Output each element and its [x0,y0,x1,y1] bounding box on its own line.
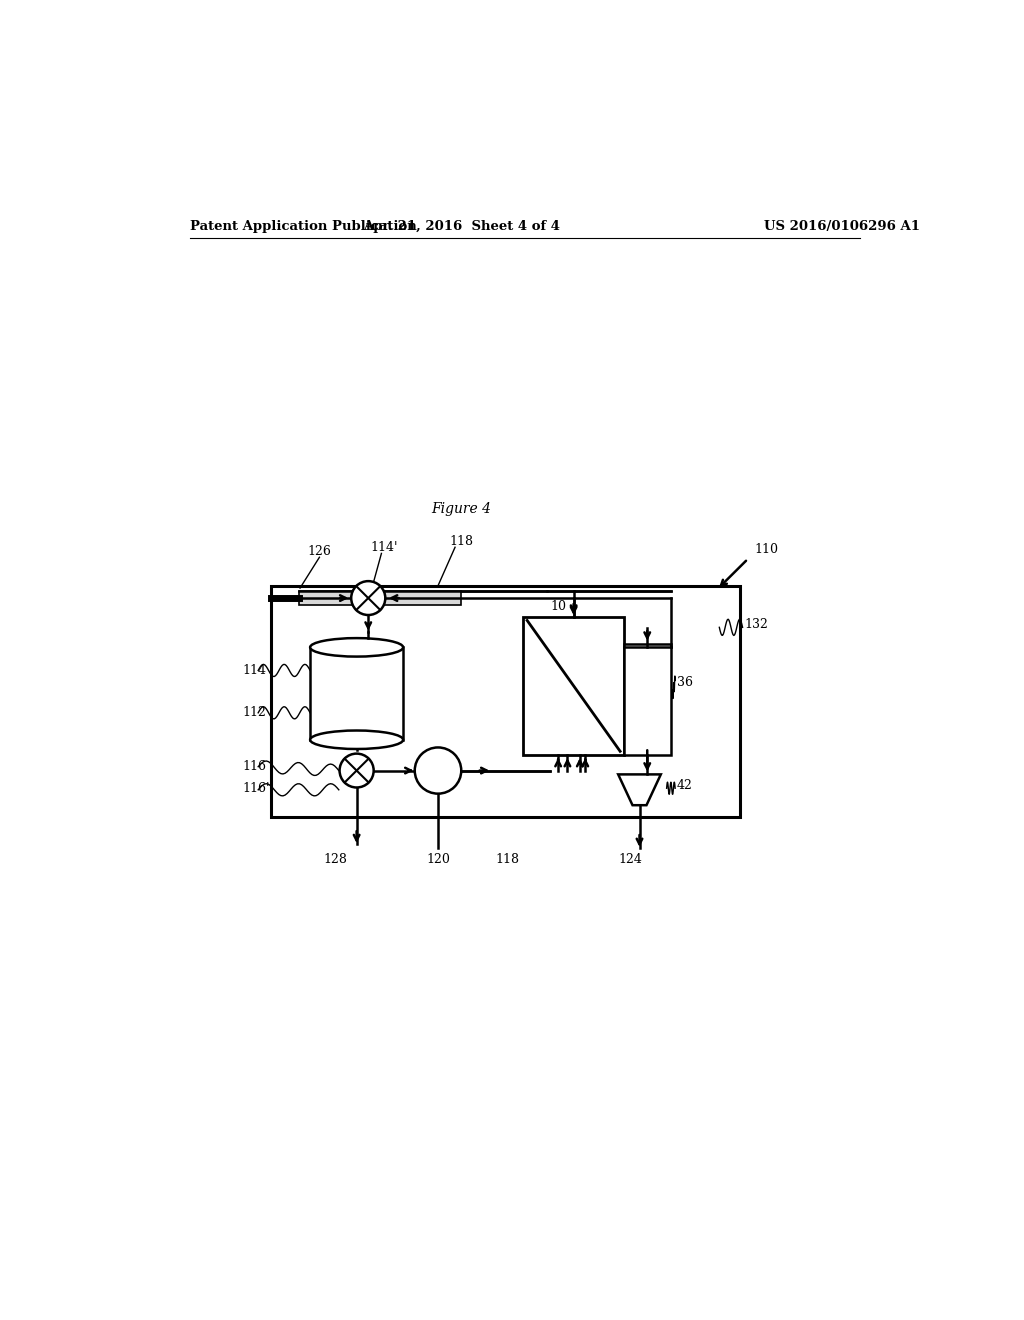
Text: 124: 124 [618,853,642,866]
Ellipse shape [310,638,403,656]
Text: 114': 114' [370,541,397,554]
Bar [310,647,403,739]
Ellipse shape [351,581,385,615]
Text: 36: 36 [677,676,692,689]
Bar [523,616,624,755]
Text: 10: 10 [550,601,566,612]
Text: Figure 4: Figure 4 [431,502,492,516]
Ellipse shape [415,747,461,793]
Bar [624,644,671,755]
Text: 132: 132 [744,618,768,631]
Text: 42: 42 [677,779,692,792]
Ellipse shape [310,730,403,748]
Text: 112: 112 [243,706,266,719]
Bar [299,591,461,605]
Polygon shape [618,775,660,805]
Ellipse shape [340,754,374,788]
Text: 118: 118 [496,853,520,866]
Text: 116: 116 [243,760,266,774]
Text: US 2016/0106296 A1: US 2016/0106296 A1 [764,219,920,232]
Text: Apr. 21, 2016  Sheet 4 of 4: Apr. 21, 2016 Sheet 4 of 4 [362,219,560,232]
Text: 120: 120 [426,853,450,866]
Text: 126: 126 [307,545,332,557]
Bar [271,586,740,817]
Text: 110: 110 [755,543,778,556]
Text: 114: 114 [243,664,266,677]
Text: 118: 118 [450,535,473,548]
Text: 116': 116' [243,781,270,795]
Text: 128: 128 [324,853,347,866]
Text: Patent Application Publication: Patent Application Publication [190,219,417,232]
